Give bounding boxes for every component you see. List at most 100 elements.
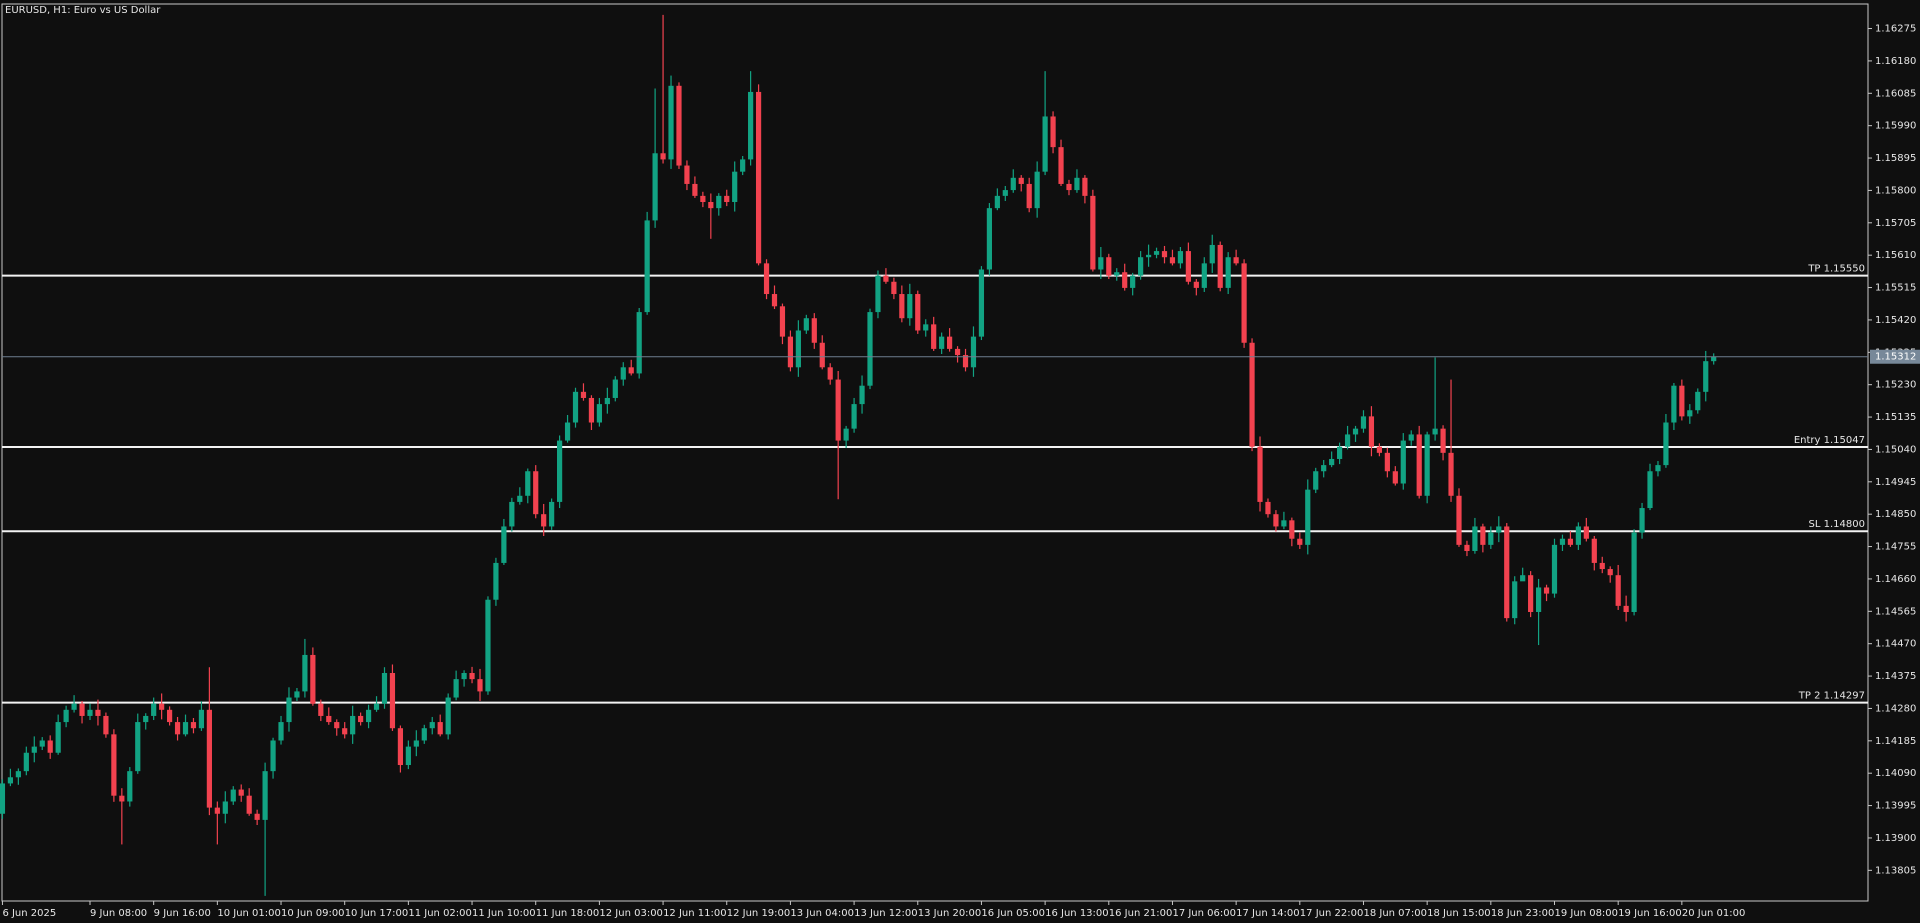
candle-body bbox=[827, 367, 833, 380]
candle-body bbox=[962, 355, 969, 368]
candle-body bbox=[1209, 244, 1215, 264]
candle-body bbox=[310, 654, 316, 704]
candle-body bbox=[851, 404, 857, 429]
candle-body bbox=[358, 715, 364, 723]
y-tick-label: 1.15800 bbox=[1875, 185, 1916, 196]
candle-body bbox=[588, 397, 595, 423]
candle-body bbox=[1225, 257, 1231, 288]
candle-body bbox=[676, 85, 682, 166]
candle-body bbox=[1265, 501, 1271, 515]
candle-body bbox=[1655, 465, 1661, 472]
candle-body bbox=[1289, 520, 1295, 539]
candle-body bbox=[1297, 538, 1303, 545]
x-tick-label: 11 Jun 18:00 bbox=[536, 908, 600, 919]
y-tick-label: 1.15230 bbox=[1875, 380, 1916, 391]
candle-body bbox=[477, 679, 483, 692]
y-tick-label: 1.15990 bbox=[1875, 121, 1916, 132]
candle-body bbox=[907, 294, 913, 319]
candle-body bbox=[1639, 508, 1645, 533]
candle-body bbox=[644, 220, 650, 313]
candle-body bbox=[994, 195, 1000, 209]
candle-body bbox=[1161, 251, 1168, 258]
candle-body bbox=[55, 722, 61, 753]
candle-body bbox=[1002, 190, 1008, 196]
candle-body bbox=[875, 275, 881, 313]
candle-body bbox=[652, 153, 658, 221]
candle-body bbox=[843, 428, 849, 441]
candle-body bbox=[318, 703, 324, 716]
candle-body bbox=[1273, 514, 1279, 527]
candle-body bbox=[1321, 465, 1327, 472]
candle-body bbox=[779, 306, 786, 337]
x-tick-label: 19 Jun 08:00 bbox=[1555, 908, 1619, 919]
candle-body bbox=[1217, 244, 1223, 288]
candle-body bbox=[119, 795, 125, 802]
candle-body bbox=[1329, 458, 1335, 466]
candle-body bbox=[342, 728, 348, 735]
candle-body bbox=[708, 202, 714, 209]
candle-body bbox=[1679, 385, 1685, 417]
candle-body bbox=[1368, 416, 1375, 447]
y-tick-label: 1.15895 bbox=[1875, 153, 1916, 164]
candle-body bbox=[47, 740, 53, 753]
candle-body bbox=[103, 715, 109, 735]
x-tick-label: 17 Jun 06:00 bbox=[1172, 908, 1236, 919]
candle-body bbox=[660, 153, 666, 160]
x-tick-label: 12 Jun 03:00 bbox=[599, 908, 663, 919]
x-tick-label: 18 Jun 23:00 bbox=[1491, 908, 1555, 919]
candle-body bbox=[326, 715, 332, 723]
x-tick-label: 17 Jun 22:00 bbox=[1300, 908, 1364, 919]
y-tick-label: 1.15515 bbox=[1875, 283, 1916, 294]
candle-body bbox=[923, 324, 929, 331]
level-label: SL 1.14800 bbox=[1809, 519, 1865, 530]
candle-body bbox=[143, 715, 149, 723]
y-tick-label: 1.13995 bbox=[1875, 801, 1916, 812]
candle-body bbox=[533, 471, 539, 515]
candle-body bbox=[278, 722, 284, 741]
candle-body bbox=[246, 795, 252, 814]
candle-body bbox=[517, 495, 523, 502]
candle-body bbox=[1408, 434, 1414, 441]
candle-body bbox=[413, 740, 419, 747]
candle-body bbox=[445, 697, 451, 735]
y-tick-label: 1.14470 bbox=[1875, 639, 1916, 650]
candle-body bbox=[1607, 569, 1613, 576]
candle-body bbox=[493, 562, 499, 600]
plot-frame bbox=[1, 3, 1869, 902]
candle-body bbox=[1583, 526, 1589, 539]
candle-body bbox=[1631, 532, 1637, 612]
candle-body bbox=[421, 728, 427, 741]
candle-body bbox=[859, 385, 865, 405]
x-tick-label: 11 Jun 02:00 bbox=[408, 908, 472, 919]
candle-body bbox=[1488, 532, 1494, 545]
candle-body bbox=[262, 771, 268, 820]
candle-body bbox=[1360, 416, 1367, 429]
candle-body bbox=[63, 709, 69, 723]
candle-body bbox=[620, 367, 626, 380]
candle-body bbox=[1010, 177, 1016, 191]
x-tick-label: 13 Jun 04:00 bbox=[790, 908, 854, 919]
candle-body bbox=[350, 715, 356, 735]
candle-body bbox=[1066, 183, 1072, 191]
candle-body bbox=[1472, 526, 1478, 551]
candle-body bbox=[79, 703, 85, 716]
candle-body bbox=[1695, 391, 1701, 411]
candle-body bbox=[628, 367, 634, 374]
candle-body bbox=[159, 703, 165, 710]
candle-body bbox=[1185, 251, 1191, 282]
x-tick-label: 16 Jun 13:00 bbox=[1045, 908, 1109, 919]
candle-body bbox=[755, 91, 762, 264]
candle-body bbox=[461, 673, 467, 680]
candle-body bbox=[1138, 257, 1144, 276]
candle-body bbox=[899, 294, 905, 319]
candle-body bbox=[636, 312, 642, 374]
candle-body bbox=[15, 771, 21, 778]
x-tick-label: 10 Jun 09:00 bbox=[281, 908, 345, 919]
candle-body bbox=[612, 379, 618, 398]
candle-body bbox=[883, 275, 889, 282]
candle-body bbox=[1313, 471, 1319, 490]
candle-body bbox=[1090, 195, 1096, 270]
candle-body bbox=[596, 404, 602, 423]
candle-body bbox=[1528, 575, 1534, 612]
